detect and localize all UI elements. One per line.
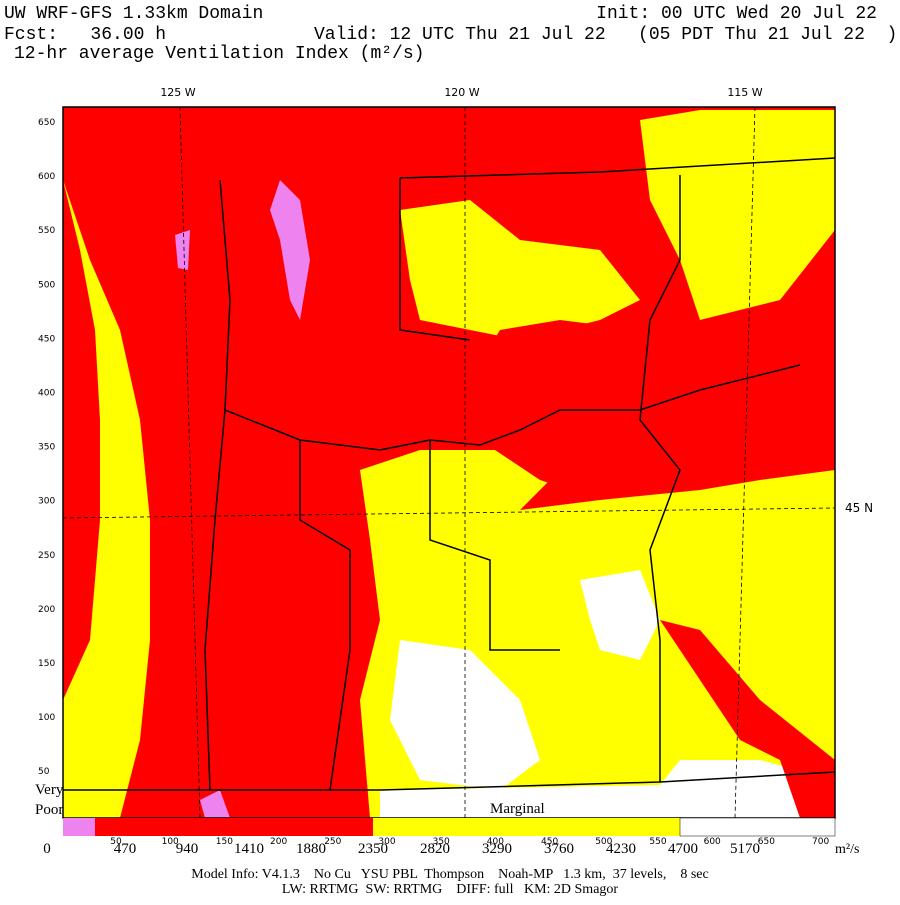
colorbar-label: 3290 (482, 841, 512, 857)
x-grid-label: 300 (378, 837, 395, 847)
forecast-hour: Fcst: 36.00 h (4, 25, 166, 45)
longitude-label: 120 W (444, 86, 479, 99)
field-area (63, 180, 100, 700)
y-grid-label: 300 (38, 497, 55, 507)
x-grid-label: 600 (704, 837, 721, 847)
map (62, 106, 836, 819)
valid-time: Valid: 12 UTC Thu 21 Jul 22 (05 PDT Thu … (314, 25, 897, 45)
field-area (390, 640, 540, 790)
field-area (400, 200, 640, 340)
y-grid-label: 500 (38, 280, 55, 290)
colorbar-label: 5170 (730, 841, 760, 857)
region-label: Poor (35, 802, 63, 818)
y-grid-label: 400 (38, 389, 55, 399)
y-grid-label: 450 (38, 334, 55, 344)
water (175, 230, 190, 270)
field-area (380, 760, 835, 818)
y-grid-label: 650 (38, 118, 55, 128)
y-grid-label: 350 (38, 443, 55, 453)
footer-line: Model Info: V4.1.3 No Cu YSU PBL Thompso… (191, 867, 708, 882)
colorbar-segment (679, 817, 836, 837)
y-grid-label: 150 (38, 659, 55, 669)
init-time: Init: 00 UTC Wed 20 Jul 22 (596, 4, 877, 24)
colorbar-label: 3760 (544, 841, 574, 857)
region-label: Marginal (490, 801, 545, 817)
colorbar-label: 940 (176, 841, 199, 857)
title: UW WRF-GFS 1.33km Domain (4, 4, 263, 24)
longitude-label: 115 W (727, 86, 762, 99)
x-grid-label: 150 (216, 837, 233, 847)
colorbar-label: 2820 (420, 841, 450, 857)
colorbar (63, 817, 836, 837)
y-grid-label: 100 (38, 713, 55, 723)
x-grid-label: 350 (433, 837, 450, 847)
y-grid-label: 600 (38, 172, 55, 182)
colorbar-label: 0 (43, 841, 51, 857)
field-name: 12-hr average Ventilation Index (m²/s) (14, 44, 424, 64)
colorbar-unit: m²/s (835, 842, 859, 857)
x-grid-label: 200 (270, 837, 287, 847)
water (200, 790, 230, 818)
latitude-label: 45 N (845, 501, 873, 515)
y-grid-label: 550 (38, 226, 55, 236)
x-grid-label: 450 (541, 837, 558, 847)
longitude-label: 125 W (160, 86, 195, 99)
x-grid-label: 500 (595, 837, 612, 847)
colorbar-segment (63, 818, 95, 836)
colorbar-segment (373, 818, 680, 836)
x-grid-label: 550 (649, 837, 666, 847)
x-grid-label: 250 (324, 837, 341, 847)
field-area (660, 620, 835, 818)
y-grid-label: 250 (38, 551, 55, 561)
x-grid-label: 700 (812, 837, 829, 847)
y-grid-label: 50 (38, 767, 50, 777)
colorbar-label: 470 (114, 841, 137, 857)
colorbar-label: 1410 (234, 841, 264, 857)
x-grid-label: 650 (758, 837, 775, 847)
y-grid-label: 200 (38, 605, 55, 615)
colorbar-label: 1880 (296, 841, 326, 857)
colorbar-label: 2350 (358, 841, 388, 857)
field-area (580, 570, 660, 660)
colorbar-segment (95, 818, 373, 836)
water (270, 180, 310, 320)
colorbar-label: 4230 (606, 841, 636, 857)
x-grid-label: 100 (162, 837, 179, 847)
x-grid-label: 400 (487, 837, 504, 847)
field-area (640, 110, 835, 320)
x-grid-label: 50 (110, 837, 122, 847)
footer-line: LW: RRTMG SW: RRTMG DIFF: full KM: 2D Sm… (282, 882, 618, 897)
colorbar-label: 4700 (668, 841, 698, 857)
region-label: Very (35, 782, 64, 798)
